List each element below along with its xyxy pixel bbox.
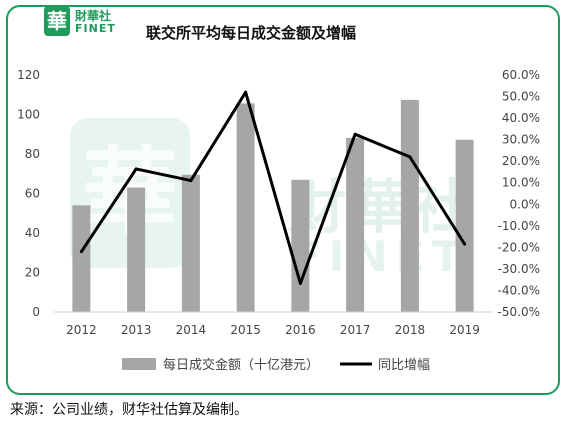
x-tick-label: 2013	[121, 323, 152, 337]
y-right-tick-label: -50.0%	[498, 305, 540, 319]
x-tick-label: 2019	[449, 323, 480, 337]
growth-point	[244, 90, 248, 94]
y-right-tick-label: 60.0%	[502, 68, 540, 82]
y-left-tick-label: 40	[25, 226, 40, 240]
logo-cn-text: 財華社	[75, 9, 112, 23]
bar	[181, 174, 200, 312]
legend-bar-swatch	[122, 358, 156, 370]
x-tick-label: 2017	[340, 323, 371, 337]
bar	[291, 179, 310, 312]
source-note: 来源：公司业绩，财华社估算及编制。	[10, 402, 248, 418]
y-left-tick-label: 100	[17, 108, 40, 122]
y-right-tick-label: 30.0%	[502, 133, 540, 147]
legend-line-label: 同比增幅	[378, 358, 430, 373]
y-right-tick-label: 50.0%	[502, 90, 540, 104]
logo-en-text: FINET	[75, 22, 116, 35]
y-right-tick-label: -10.0%	[498, 219, 540, 233]
y-left-tick-label: 120	[17, 68, 40, 82]
bar	[72, 205, 91, 312]
bar	[236, 103, 255, 312]
y-right-tick-label: -40.0%	[498, 283, 540, 297]
legend-bar-label: 每日成交金额（十亿港元）	[163, 357, 319, 373]
growth-point	[463, 242, 467, 246]
x-tick-label: 2015	[230, 323, 261, 337]
watermark-en: FINET	[292, 232, 469, 281]
y-right-tick-label: -20.0%	[498, 240, 540, 254]
y-left-tick-label: 80	[25, 147, 40, 161]
growth-point	[189, 179, 193, 183]
x-tick-label: 2016	[285, 323, 316, 337]
growth-point	[79, 250, 83, 254]
y-right-tick-label: 40.0%	[502, 111, 540, 125]
bar	[400, 99, 419, 312]
chart-title: 联交所平均每日成交金额及增幅	[146, 24, 357, 42]
y-left-tick-label: 20	[25, 266, 40, 280]
growth-line	[80, 90, 466, 285]
y-left-tick-label: 0	[32, 305, 40, 319]
y-left-tick-label: 60	[25, 187, 40, 201]
bar	[455, 139, 474, 312]
bar	[346, 137, 365, 312]
growth-point	[298, 281, 302, 285]
y-right-tick-label: 0.0%	[510, 197, 541, 211]
growth-point	[134, 167, 138, 171]
finet-logo-icon: 華	[44, 6, 70, 36]
x-tick-label: 2012	[66, 323, 97, 337]
bar	[127, 187, 146, 312]
growth-point	[408, 155, 412, 159]
x-tick-label: 2014	[176, 323, 207, 337]
x-tick-label: 2018	[395, 323, 426, 337]
growth-point	[353, 132, 357, 136]
y-right-tick-label: 10.0%	[502, 176, 540, 190]
y-right-tick-label: 20.0%	[502, 154, 540, 168]
y-right-tick-label: -30.0%	[498, 262, 540, 276]
